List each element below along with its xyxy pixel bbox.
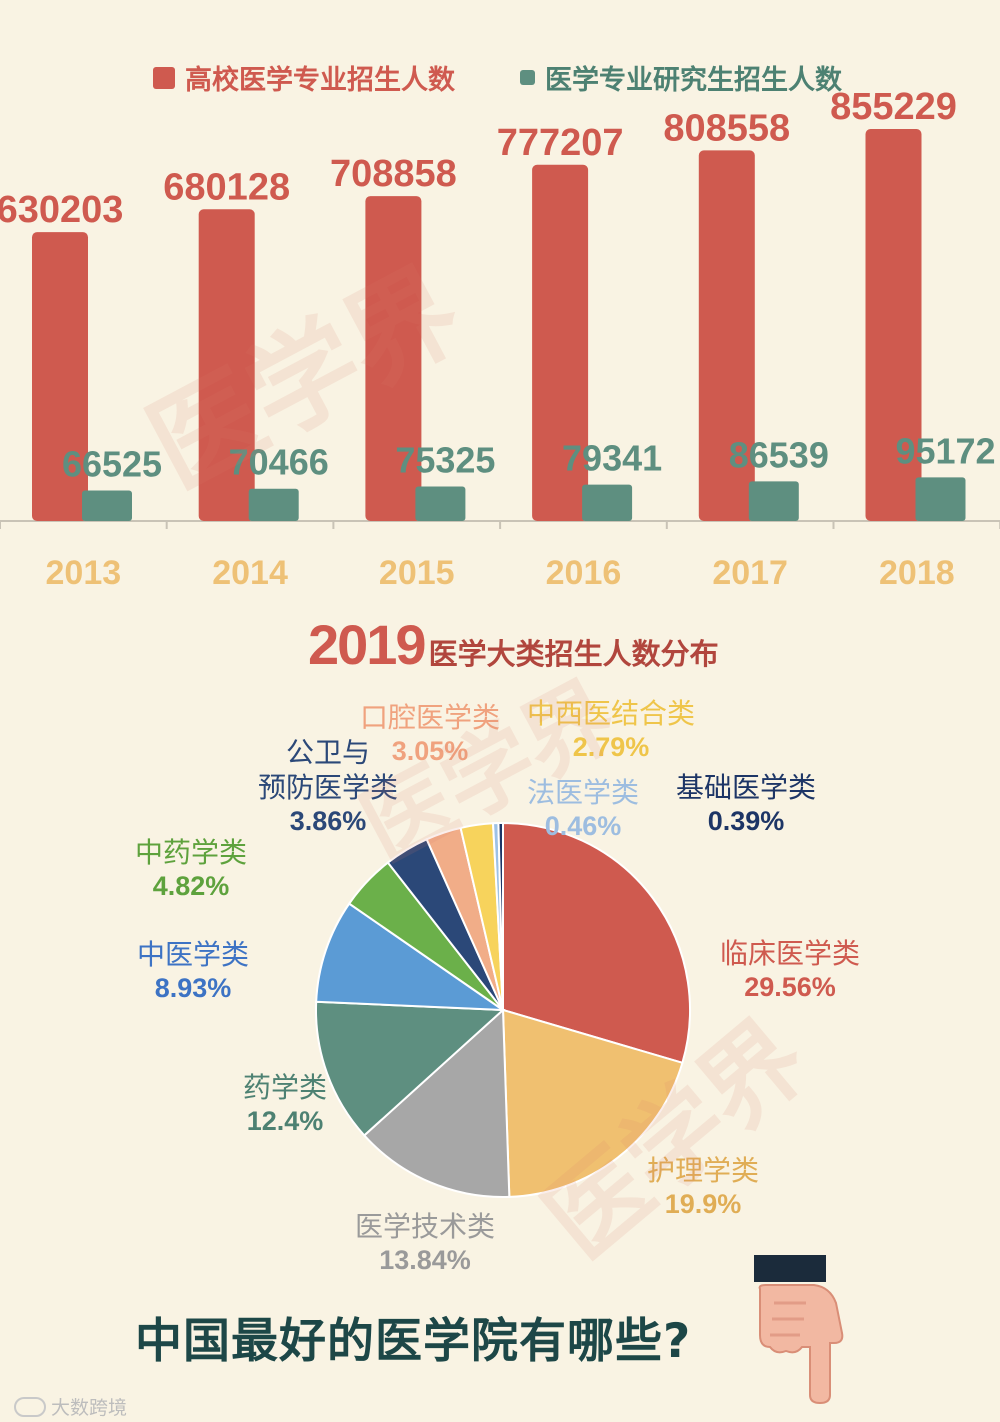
data-label-undergrad: 855229	[830, 86, 957, 128]
pie-title: 2019 医学大类招生人数分布	[308, 612, 719, 677]
pie-chart	[315, 821, 691, 1198]
pie-label-percent: 3.86%	[289, 806, 367, 836]
x-tick-label: 2014	[212, 554, 288, 592]
pie-label-name: 医学技术类	[354, 1210, 495, 1243]
pie-label-name: 法医学类	[526, 776, 639, 809]
data-label-undergrad: 680128	[163, 166, 290, 208]
pie-label-percent: 29.56%	[744, 972, 836, 1002]
data-label-postgrad: 86539	[729, 434, 829, 475]
pointing-hand-icon	[754, 1255, 844, 1405]
pie-label: 基础医学类 0.39%	[596, 770, 896, 839]
pie-label-percent: 8.93%	[154, 973, 232, 1003]
pie-label: 中药学类 4.82%	[41, 835, 341, 904]
data-label-undergrad: 808558	[663, 107, 790, 149]
pie-label: 中医学类 8.93%	[43, 937, 343, 1006]
legend-postgrad-swatch	[520, 70, 535, 85]
pie-slice	[501, 1008, 684, 1198]
pie-label-name: 基础医学类	[675, 771, 816, 804]
pie-label-name: 护理学类	[646, 1154, 759, 1187]
pie-label-name: 中医学类	[136, 938, 249, 971]
pie-label-percent: 0.39%	[707, 806, 785, 836]
brand-name: 大数跨境	[51, 1397, 128, 1419]
pie-label: 临床医学类 29.56%	[640, 936, 940, 1005]
legend-undergrad-label: 高校医学专业招生人数	[185, 65, 455, 96]
pie-label: 口腔医学类 3.05%	[280, 700, 580, 769]
brand-logo-icon	[14, 1396, 46, 1417]
pie-label-percent: 2.79%	[572, 732, 650, 762]
pie-label-name: 预防医学类	[257, 771, 398, 804]
pie-title-year: 2019	[308, 613, 427, 676]
x-tick-label: 2018	[879, 554, 955, 592]
pie-slice	[315, 1000, 506, 1137]
data-label-postgrad: 66525	[62, 444, 162, 485]
pie-label-name: 药学类	[242, 1071, 327, 1104]
pie-label-percent: 13.84%	[379, 1245, 471, 1275]
bar-postgrad	[582, 484, 633, 521]
legend-undergrad: 高校医学专业招生人数	[153, 58, 455, 97]
pie-label-name: 中药学类	[134, 836, 247, 869]
legend-undergrad-swatch	[153, 66, 175, 89]
pie-title-text: 医学大类招生人数分布	[428, 637, 719, 671]
pie-slice	[497, 821, 504, 1011]
bar-undergrad	[32, 232, 88, 521]
bar-postgrad	[915, 477, 966, 521]
bar-undergrad	[698, 150, 755, 521]
bar-postgrad	[748, 481, 799, 521]
data-label-undergrad: 777207	[497, 122, 624, 164]
pie-label: 护理学类 19.9%	[553, 1153, 853, 1222]
bottom-question: 中国最好的医学院有哪些?	[135, 1314, 692, 1369]
data-label-postgrad: 70466	[229, 442, 329, 483]
bar-undergrad	[198, 209, 255, 521]
pie-label-percent: 0.46%	[544, 811, 622, 841]
pie-slice	[502, 821, 691, 1065]
x-tick-label: 2017	[712, 554, 788, 592]
bar-undergrad	[865, 129, 922, 521]
data-label-undergrad: 708858	[330, 153, 457, 195]
bar-chart: 630203 66525 2013 680128 70466 2014 708858 7532…	[0, 86, 1000, 592]
legend-postgrad-label: 医学专业研究生招生人数	[545, 65, 842, 96]
data-label-undergrad: 630203	[0, 189, 123, 231]
pie-label: 公卫与 预防医学类 3.86%	[178, 735, 478, 839]
x-tick-label: 2013	[46, 554, 122, 592]
brand-mark: 大数跨境	[14, 1393, 127, 1420]
pie-label-name: 口腔医学类	[359, 701, 500, 734]
pie-label: 法医学类 0.46%	[433, 775, 733, 844]
data-label-postgrad: 75325	[395, 439, 495, 480]
pie-label-name: 临床医学类	[719, 937, 860, 970]
pie-label: 中西医结合类 2.79%	[461, 696, 761, 765]
legend-postgrad: 医学专业研究生招生人数	[520, 58, 842, 97]
bar-postgrad	[82, 490, 132, 521]
pie-label: 药学类 12.4%	[135, 1070, 435, 1139]
pie-label-name: 公卫与	[285, 736, 370, 769]
bar-postgrad	[415, 486, 466, 521]
pie-slice	[315, 902, 507, 1012]
data-label-postgrad: 95172	[895, 430, 995, 471]
pie-slice	[362, 1007, 511, 1198]
x-tick-label: 2015	[379, 554, 455, 592]
bar-undergrad	[365, 196, 422, 521]
data-label-postgrad: 79341	[562, 438, 662, 479]
x-tick-label: 2016	[546, 554, 622, 592]
pie-label-name: 中西医结合类	[526, 697, 695, 730]
pie-label-percent: 19.9%	[664, 1189, 742, 1219]
bar-postgrad	[248, 488, 299, 521]
pie-label-percent: 4.82%	[152, 871, 230, 901]
pie-label-percent: 12.4%	[246, 1106, 324, 1136]
pie-label-percent: 3.05%	[391, 736, 469, 766]
bar-undergrad	[532, 164, 589, 522]
pie-label: 医学技术类 13.84%	[275, 1209, 575, 1278]
